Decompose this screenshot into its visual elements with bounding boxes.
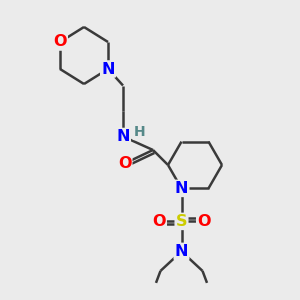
Text: O: O: [197, 214, 211, 229]
Text: N: N: [175, 244, 188, 259]
Text: N: N: [101, 61, 115, 76]
Text: O: O: [118, 156, 131, 171]
Text: N: N: [175, 181, 188, 196]
Text: N: N: [116, 129, 130, 144]
Text: H: H: [134, 125, 145, 139]
Text: O: O: [152, 214, 166, 229]
Text: O: O: [53, 34, 67, 50]
Text: S: S: [176, 214, 187, 229]
